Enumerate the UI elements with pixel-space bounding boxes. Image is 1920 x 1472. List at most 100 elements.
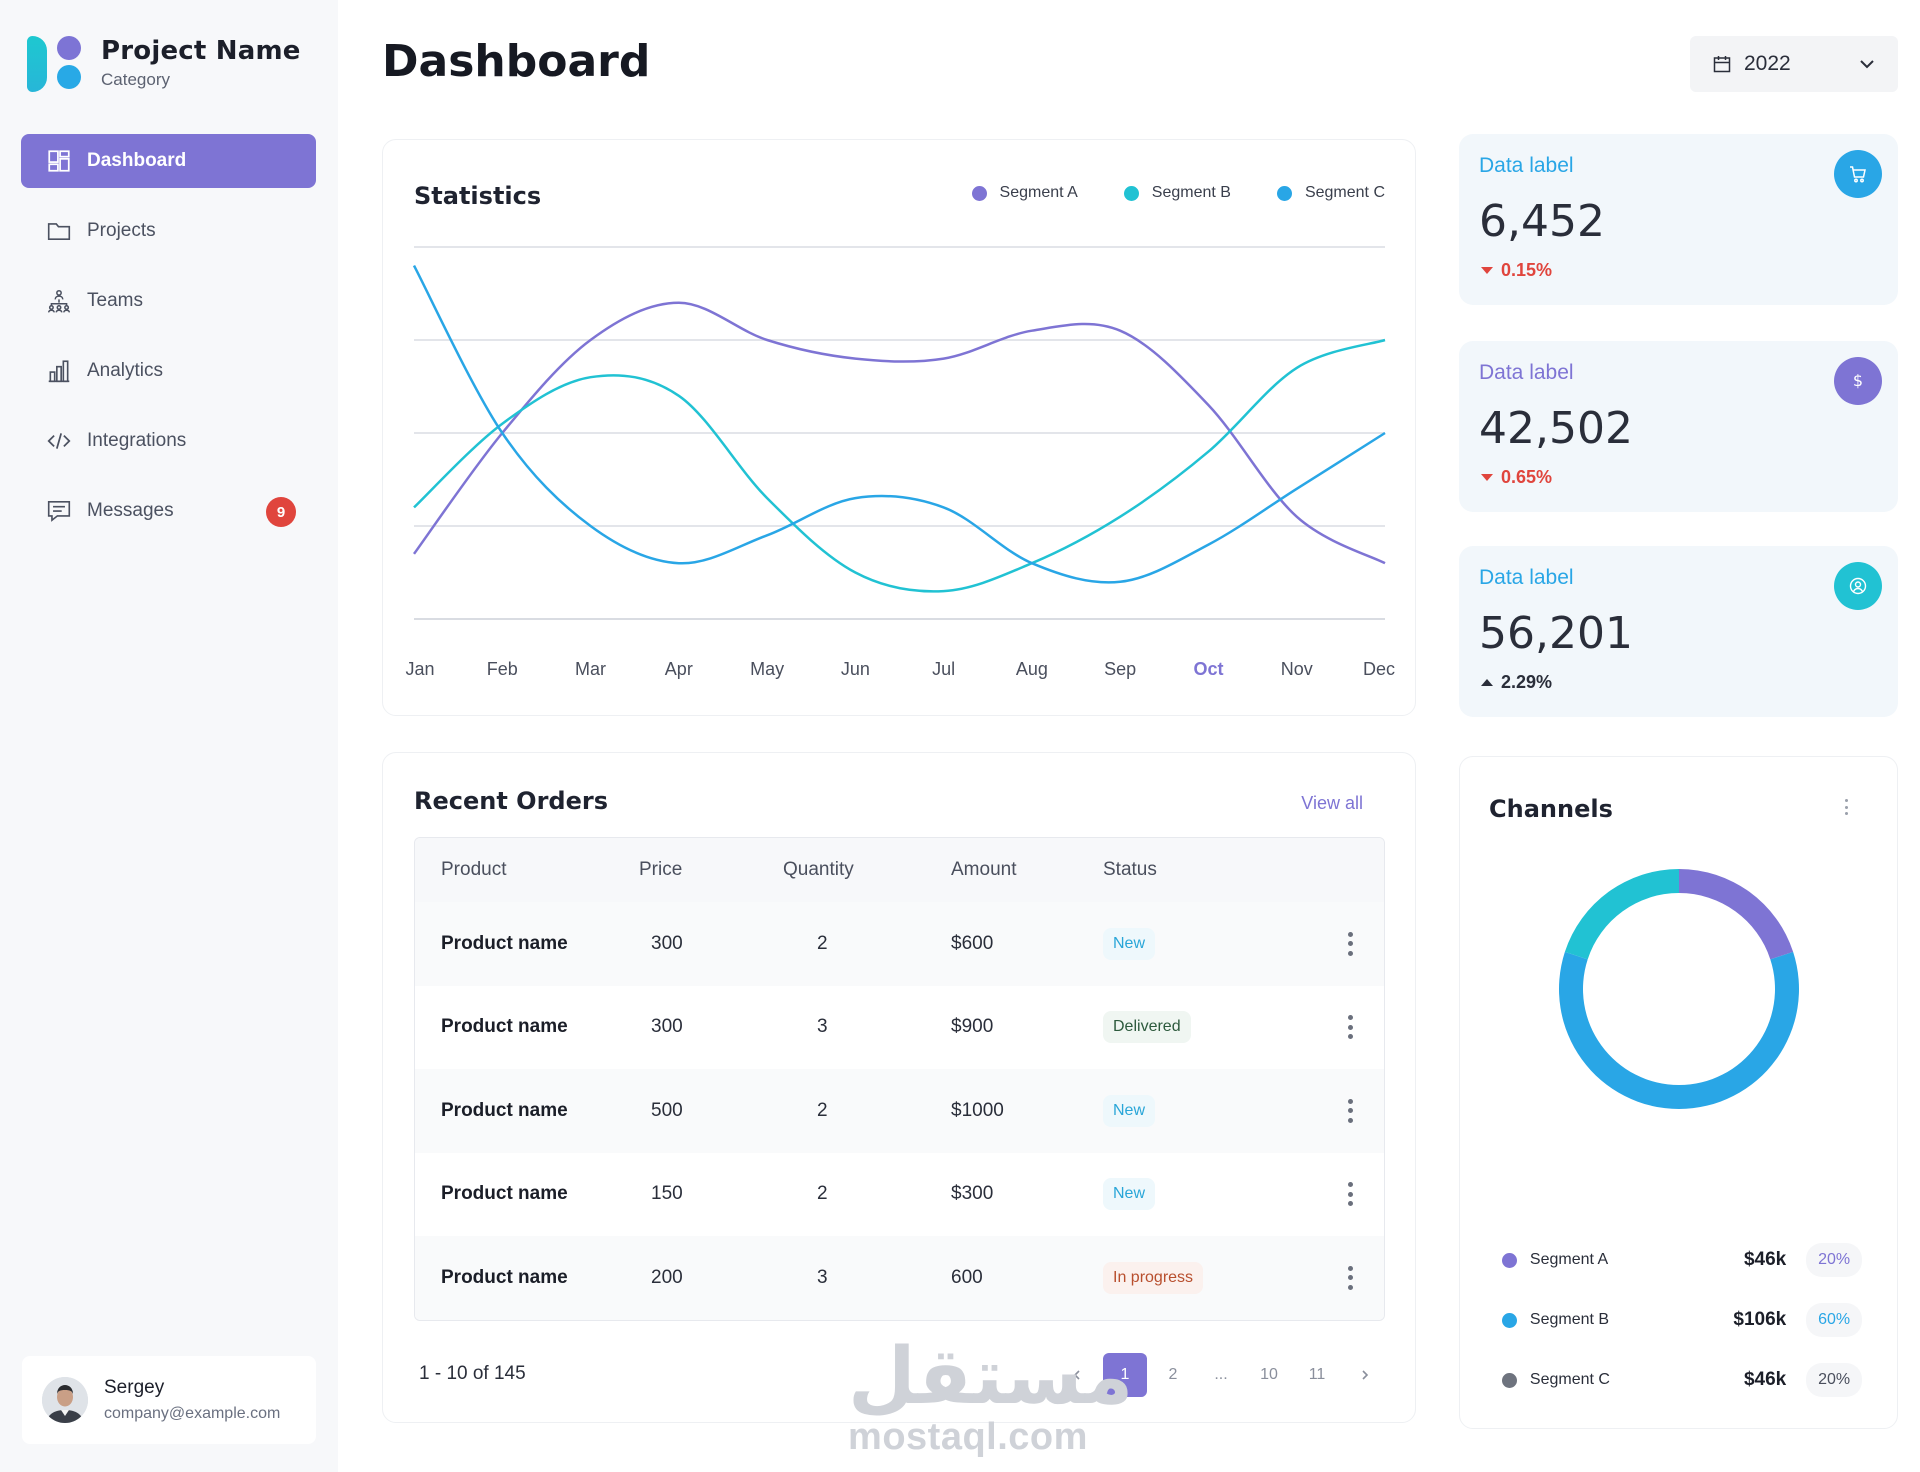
legend-segment-c[interactable]: Segment C [1276,184,1385,202]
cell-price: 300 [651,932,683,954]
row-more-button[interactable] [1326,931,1376,956]
table-row[interactable]: Product name 500 2 $1000 New [415,1069,1384,1153]
page-button[interactable]: 11 [1308,1366,1326,1383]
cell-price: 150 [651,1183,683,1205]
sidebar-item-projects[interactable]: Projects [21,204,316,258]
sidebar-item-teams[interactable]: Teams [21,274,316,328]
view-all-link[interactable]: View all [1301,793,1363,813]
legend-label: Segment C [1304,184,1385,201]
legend-segment-b[interactable]: Segment B [1123,184,1231,202]
cell-quantity: 3 [817,1266,828,1288]
x-tick-label[interactable]: Nov [1281,659,1313,679]
column-header-product[interactable]: Product [441,859,507,880]
cell-amount: $300 [951,1183,994,1205]
dashboard-icon [45,147,73,175]
table-row[interactable]: Product name 200 3 600 In progress [415,1236,1384,1320]
channel-label: Segment B [1529,1311,1610,1328]
channel-percent-badge: 60% [1806,1303,1862,1337]
legend-label: Segment B [1151,184,1231,201]
cell-quantity: 2 [817,932,828,954]
more-vertical-icon [1348,931,1354,956]
channels-more-button[interactable] [1845,799,1849,815]
x-tick-label[interactable]: Oct [1193,659,1223,679]
donut-slice-segment-b[interactable] [1559,951,1799,1109]
x-tick-label[interactable]: Mar [575,659,606,679]
more-vertical-icon [1348,1182,1354,1207]
table-row[interactable]: Product name 150 2 $300 New [415,1153,1384,1237]
kpi-card[interactable]: Data label 42,502 0.65% $ [1459,341,1898,512]
channel-row[interactable]: Segment A $46k 20% [1502,1240,1862,1280]
x-tick-label[interactable]: Jul [932,659,955,679]
row-more-button[interactable] [1326,1182,1376,1207]
year-select-value: 2022 [1744,52,1791,75]
kpi-card[interactable]: Data label 56,201 2.29% [1459,546,1898,717]
sidebar: Project Name Category Dashboard Projects… [0,0,338,1472]
x-tick-label[interactable]: Feb [487,659,518,679]
kpi-delta-value: 2.29% [1501,672,1553,692]
column-header-quantity[interactable]: Quantity [783,859,854,880]
column-header-price[interactable]: Price [639,859,683,880]
avatar [42,1377,88,1423]
cell-amount: $600 [951,932,994,954]
next-page-button[interactable] [1343,1353,1387,1397]
kpi-delta: 2.29% [1481,672,1552,693]
page-button[interactable]: 10 [1260,1366,1278,1383]
kpi-delta: 0.15% [1481,260,1552,281]
cell-quantity: 3 [817,1016,828,1038]
statistics-title: Statistics [414,182,542,210]
cell-status: New [1103,1178,1323,1211]
column-header-amount[interactable]: Amount [951,859,1017,880]
channel-percent-badge: 20% [1806,1363,1862,1397]
page-ellipsis: ... [1214,1366,1228,1383]
teams-icon [45,287,73,315]
watermark-arabic: مستقل [848,1332,1134,1422]
cell-status: Delivered [1103,1011,1323,1044]
legend-label: Segment A [999,184,1078,201]
x-tick-label[interactable]: Jan [405,659,434,679]
table-row[interactable]: Product name 300 2 $600 New [415,902,1384,986]
year-select[interactable]: 2022 [1690,36,1898,92]
sidebar-item-analytics[interactable]: Analytics [21,344,316,398]
analytics-icon [45,357,73,385]
row-more-button[interactable] [1326,1265,1376,1290]
sidebar-item-label: Teams [87,290,143,311]
brand-logo [27,34,85,92]
kpi-delta-value: 0.65% [1501,467,1553,487]
donut-slice-segment-c[interactable] [1564,869,1679,960]
status-badge: Delivered [1103,1011,1191,1044]
x-tick-label[interactable]: Aug [1016,659,1048,679]
previous-page-button[interactable] [1055,1353,1099,1397]
legend-segment-a[interactable]: Segment A [971,184,1078,202]
row-more-button[interactable] [1326,1015,1376,1040]
sidebar-item-messages[interactable]: Messages 9 [21,484,316,538]
donut-slice-segment-a[interactable] [1679,869,1794,960]
column-header-status[interactable]: Status [1103,859,1157,880]
x-tick-label[interactable]: Jun [841,659,870,679]
x-tick-label[interactable]: May [750,659,784,679]
cell-product: Product name [441,1016,568,1038]
messages-count-badge: 9 [266,497,296,527]
pagination: 1 2... 10 11 [1051,1353,1387,1397]
kpi-card[interactable]: Data label 6,452 0.15% [1459,134,1898,305]
page-button[interactable]: 2 [1168,1366,1178,1383]
chevron-left-icon [1073,1370,1080,1380]
x-tick-label[interactable]: Sep [1104,659,1136,679]
x-tick-label[interactable]: Apr [665,659,693,679]
message-icon [45,497,73,525]
kpi-value: 6,452 [1479,196,1605,247]
dollar-icon: $ [1834,357,1882,405]
sidebar-item-dashboard[interactable]: Dashboard [21,134,316,188]
sidebar-item-label: Dashboard [87,150,187,171]
brand[interactable]: Project Name Category [27,34,301,92]
table-row[interactable]: Product name 300 3 $900 Delivered [415,986,1384,1070]
sidebar-item-integrations[interactable]: Integrations [21,414,316,468]
user-card[interactable]: Sergey company@example.com [22,1356,316,1444]
row-more-button[interactable] [1326,1098,1376,1123]
page-button[interactable]: 1 [1103,1353,1147,1397]
page-list: 1 2... 10 11 [1099,1353,1339,1397]
x-tick-label[interactable]: Dec [1363,659,1395,679]
orders-table: Product Price Quantity Amount Status Pro… [414,837,1385,1321]
cell-status: New [1103,927,1323,960]
channel-row[interactable]: Segment C $46k 20% [1502,1360,1862,1400]
channel-row[interactable]: Segment B $106k 60% [1502,1300,1862,1340]
